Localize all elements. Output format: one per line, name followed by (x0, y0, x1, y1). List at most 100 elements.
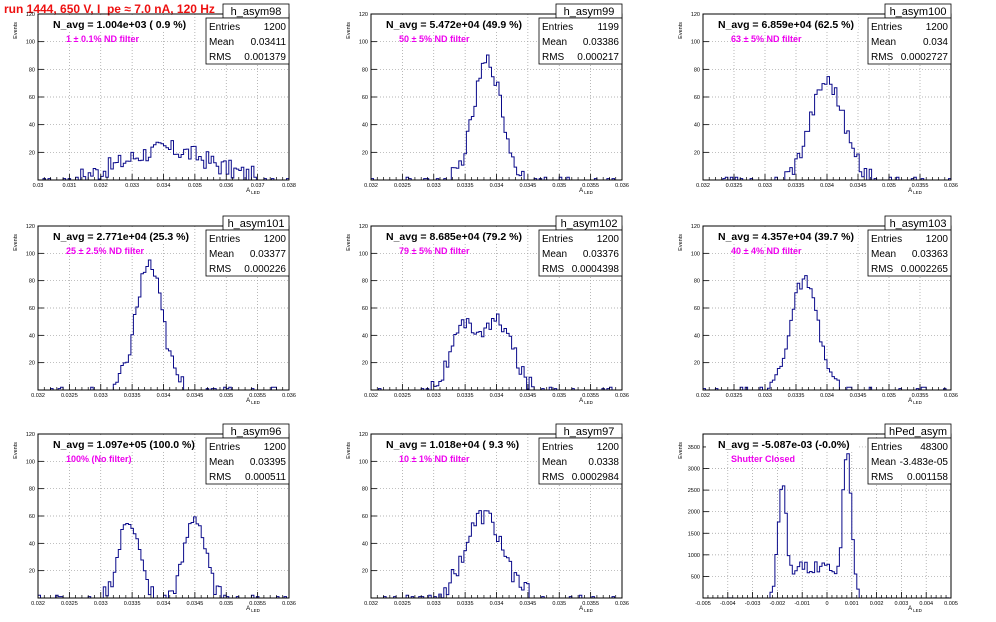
x-tick-label: 0.0325 (394, 601, 411, 607)
y-tick-label: 100 (691, 40, 700, 46)
x-tick-label: 0.0345 (186, 601, 203, 607)
x-tick-label: 0.0335 (124, 393, 141, 399)
stats-key: Entries (209, 442, 240, 453)
stats-key: Entries (871, 442, 902, 453)
stats-value: 1200 (264, 442, 287, 453)
stats-value: 1200 (264, 234, 287, 245)
stats-value: 0.0338 (588, 457, 619, 468)
y-tick-label: 120 (359, 224, 368, 230)
stats-value: 0.03395 (250, 457, 287, 468)
x-axis-title: ALED (246, 606, 261, 613)
stats-key: RMS (871, 472, 894, 483)
x-tick-label: 0.032 (94, 183, 108, 189)
navg-label: N_avg = 4.357e+04 (39.7 %) (718, 231, 854, 243)
x-tick-label: 0.0335 (457, 183, 474, 189)
x-tick-label: 0.005 (944, 601, 958, 607)
histogram-panel: -0.005 -0.004 -0.003 -0.002 -0.001 0 0.001 0.00… (678, 423, 958, 613)
stats-key: Entries (871, 234, 902, 245)
stats-value: 1200 (926, 22, 949, 33)
x-tick-label: 0.035 (219, 393, 233, 399)
stats-key: Mean (871, 457, 896, 468)
histogram-panel: 0.03 0.031 0.032 0.033 0.034 0.035 0.036 0.037 0… (13, 3, 296, 195)
y-tick-label: 120 (691, 12, 700, 18)
x-tick-label: 0.034 (157, 601, 171, 607)
y-tick-label: 60 (694, 306, 700, 312)
x-axis-title-sub: LED (251, 608, 261, 613)
y-axis-title: Events (13, 442, 19, 459)
x-tick-label: 0.033 (427, 601, 441, 607)
x-axis-title: ALED (908, 606, 923, 613)
x-tick-label: 0.001 (845, 601, 859, 607)
x-tick-label: 0.0325 (726, 393, 743, 399)
stats-value: 0.03377 (250, 249, 287, 260)
x-tick-label: 0.037 (251, 183, 265, 189)
stats-title: h_asym101 (228, 218, 285, 230)
y-tick-label: 100 (359, 40, 368, 46)
histogram-panel: 0.032 0.0325 0.033 0.0335 0.034 0.0345 0.035 0.… (678, 215, 958, 405)
stats-key: Entries (209, 22, 240, 33)
y-axis-title: Events (678, 442, 684, 459)
stats-box (205, 437, 290, 485)
x-tick-label: 0.0335 (788, 393, 805, 399)
y-tick-label: 40 (362, 123, 368, 129)
stats-value: 0.000217 (577, 52, 619, 63)
x-tick-label: 0.0345 (850, 183, 867, 189)
stats-key: Entries (871, 22, 902, 33)
y-axis-title: Events (13, 22, 19, 39)
stats-key: RMS (871, 264, 894, 275)
stats-value: 0.000226 (244, 264, 286, 275)
stats-title: hPed_asym (889, 426, 947, 438)
stats-value: 1200 (597, 442, 620, 453)
histogram-panel: 0.032 0.0325 0.033 0.0335 0.034 0.0345 0.035 0.… (346, 215, 629, 405)
x-tick-label: 0.0355 (912, 393, 929, 399)
x-axis-title-sub: LED (584, 608, 594, 613)
y-tick-label: 20 (694, 150, 700, 156)
y-tick-label: 3000 (688, 467, 700, 473)
x-tick-label: 0.0345 (519, 183, 536, 189)
navg-box (41, 17, 193, 31)
x-axis-title: ALED (908, 188, 923, 195)
navg-box (706, 17, 858, 31)
y-tick-label: 80 (362, 487, 368, 493)
stats-key: Mean (871, 37, 896, 48)
y-tick-label: 100 (26, 251, 35, 257)
stats-title: h_asym98 (231, 6, 282, 18)
y-tick-label: 120 (359, 12, 368, 18)
y-axis-title: Events (346, 234, 352, 251)
stats-key: RMS (871, 52, 894, 63)
stats-value: 0.0004398 (572, 264, 620, 275)
stats-key: Entries (542, 442, 573, 453)
x-tick-label: 0.033 (758, 393, 772, 399)
x-tick-label: 0.036 (219, 183, 233, 189)
x-tick-label: 0.0325 (726, 183, 743, 189)
x-axis-title-sub: LED (913, 400, 923, 405)
x-tick-label: 0.033 (427, 183, 441, 189)
x-tick-label: 0.0355 (582, 183, 599, 189)
y-tick-label: 80 (29, 279, 35, 285)
y-tick-label: 80 (29, 487, 35, 493)
x-tick-label: 0.0325 (61, 601, 78, 607)
y-tick-label: 100 (359, 251, 368, 257)
stats-title: h_asym99 (564, 6, 615, 18)
x-tick-label: 0.0325 (394, 183, 411, 189)
y-tick-label: 3500 (688, 445, 700, 451)
y-tick-label: 20 (362, 361, 368, 367)
navg-box (374, 17, 526, 31)
stats-key: RMS (209, 472, 232, 483)
x-tick-label: 0.033 (94, 601, 108, 607)
x-tick-label: 0.036 (615, 601, 629, 607)
x-tick-label: 0.036 (282, 393, 296, 399)
filter-label: 79 ± 5% ND filter (399, 246, 470, 256)
y-axis-title: Events (678, 234, 684, 251)
filter-label: 63 ± 5% ND filter (731, 34, 802, 44)
stats-key: Entries (542, 22, 573, 33)
stats-value: 1200 (597, 234, 620, 245)
stats-value: 0.001379 (244, 52, 286, 63)
stats-box (867, 437, 952, 485)
x-tick-label: 0.034 (490, 601, 504, 607)
x-tick-label: 0.036 (944, 183, 958, 189)
filter-label: 100% (No filter) (66, 454, 132, 464)
run-title: run 1444, 650 V, I_pe ≈ 7.0 nA, 120 Hz (4, 2, 215, 16)
x-tick-label: 0.033 (94, 393, 108, 399)
